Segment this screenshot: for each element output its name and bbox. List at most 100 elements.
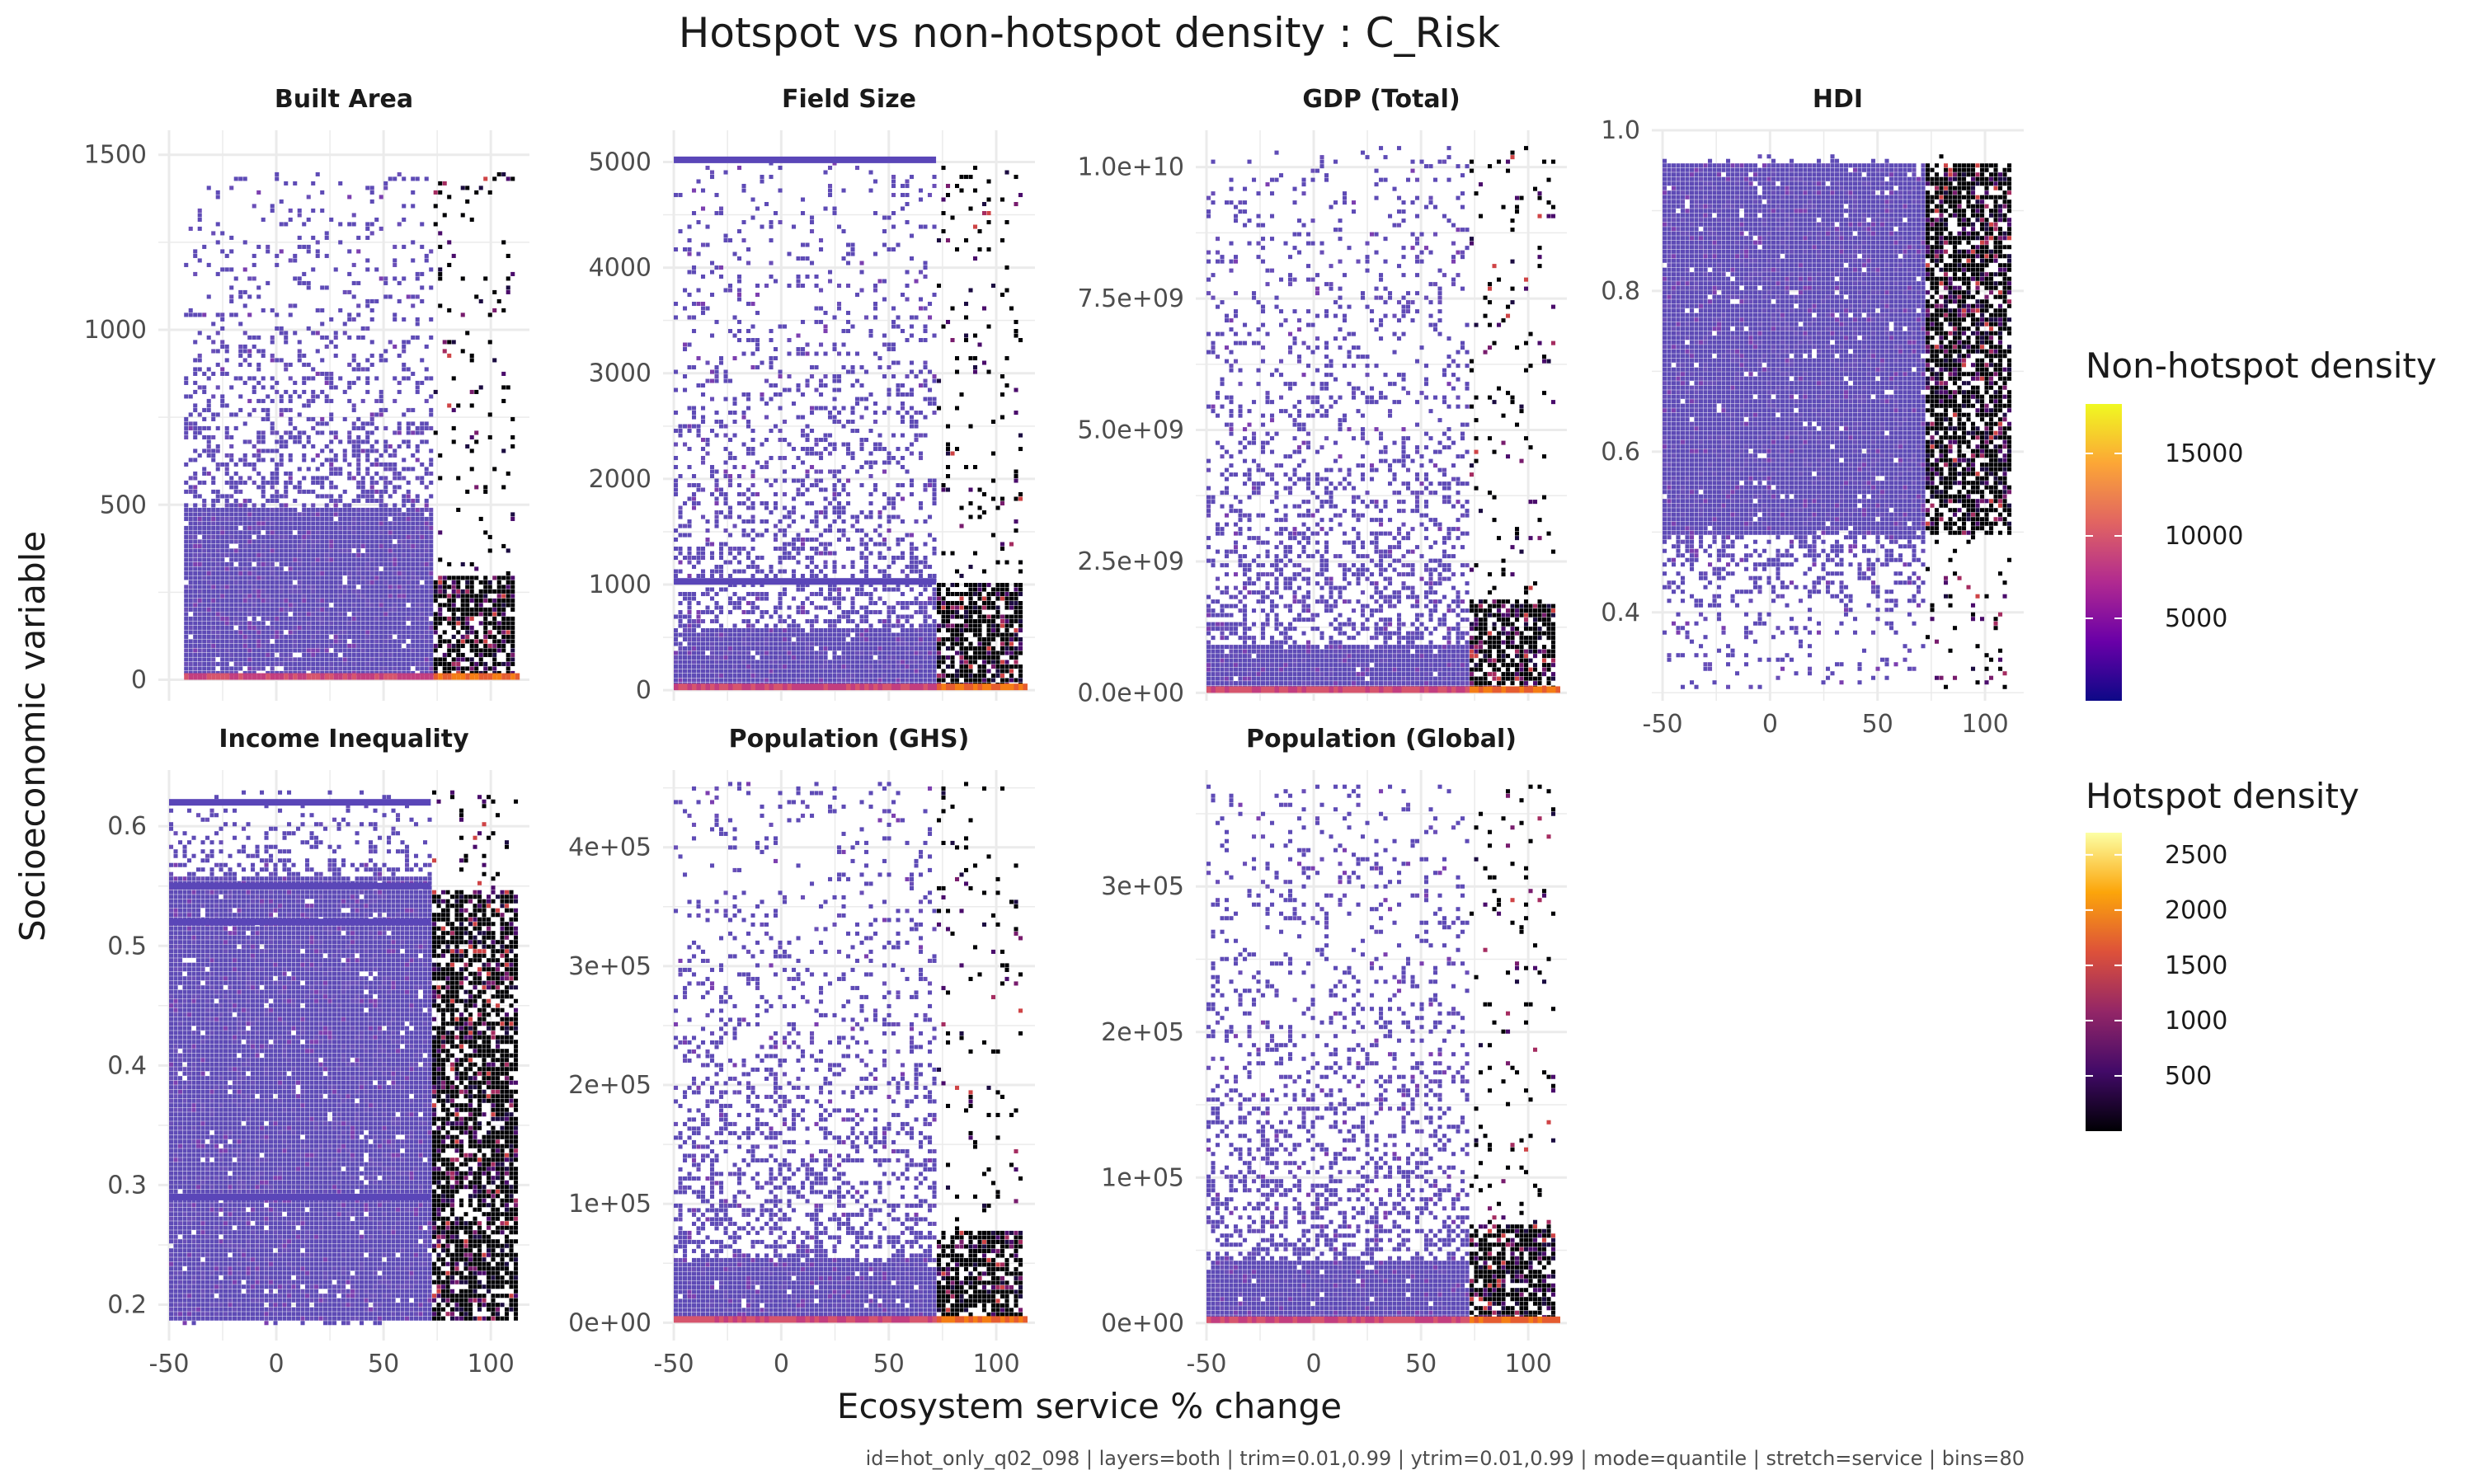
non-hotspot-tile (261, 353, 266, 358)
non-hotspot-tile (402, 616, 407, 621)
non-hotspot-tile (687, 605, 692, 610)
non-hotspot-tile (347, 625, 352, 630)
non-hotspot-tile (374, 571, 379, 575)
non-hotspot-tile (233, 521, 238, 526)
non-hotspot-tile (215, 643, 220, 648)
non-hotspot-tile (302, 280, 307, 285)
non-hotspot-tile (864, 569, 869, 574)
non-hotspot-tile (284, 666, 289, 671)
non-hotspot-tile (256, 335, 261, 340)
non-hotspot-tile (202, 530, 207, 535)
non-hotspot-tile (329, 317, 334, 322)
non-hotspot-tile (696, 383, 701, 388)
non-hotspot-tile (261, 657, 266, 662)
non-hotspot-tile (193, 380, 198, 385)
non-hotspot-tile (270, 648, 275, 653)
non-hotspot-tile (728, 610, 733, 615)
non-hotspot-tile (347, 317, 352, 322)
non-hotspot-tile (284, 407, 289, 412)
non-hotspot-tile (256, 648, 261, 653)
non-hotspot-tile (728, 284, 733, 289)
non-hotspot-tile (329, 652, 334, 657)
non-hotspot-tile (728, 547, 733, 552)
non-hotspot-tile (293, 534, 298, 539)
non-hotspot-tile (705, 641, 710, 646)
hotspot-tile (451, 643, 456, 648)
non-hotspot-tile (302, 639, 307, 644)
non-hotspot-tile (261, 607, 266, 612)
non-hotspot-tile (360, 561, 365, 566)
non-hotspot-tile (411, 453, 416, 458)
non-hotspot-tile (256, 430, 261, 435)
non-hotspot-tile (233, 607, 238, 612)
non-hotspot-tile (279, 462, 284, 467)
non-hotspot-tile (828, 469, 833, 474)
non-hotspot-tile (678, 650, 683, 655)
hotspot-tile (492, 616, 497, 621)
non-hotspot-tile (746, 420, 751, 425)
non-hotspot-tile (224, 561, 229, 566)
non-hotspot-tile (247, 566, 252, 571)
non-hotspot-tile (215, 412, 220, 417)
hotspot-tile (478, 580, 483, 585)
non-hotspot-tile (393, 603, 397, 608)
non-hotspot-tile (819, 533, 824, 538)
non-hotspot-tile (714, 496, 719, 501)
non-hotspot-tile (750, 605, 755, 610)
non-hotspot-tile (674, 465, 679, 470)
non-hotspot-tile (778, 641, 783, 646)
non-hotspot-tile (723, 492, 728, 497)
non-hotspot-tile (247, 603, 252, 608)
non-hotspot-tile (351, 425, 356, 430)
non-hotspot-tile (279, 552, 284, 557)
non-hotspot-tile (855, 587, 860, 592)
non-hotspot-tile (324, 612, 329, 617)
hotspot-tile (465, 621, 470, 626)
non-hotspot-tile (750, 646, 755, 651)
non-hotspot-tile (297, 525, 302, 530)
non-hotspot-tile (819, 247, 824, 252)
non-hotspot-tile (859, 605, 864, 610)
non-hotspot-tile (369, 462, 374, 467)
non-hotspot-tile (374, 448, 379, 453)
non-hotspot-tile (411, 176, 416, 181)
non-hotspot-tile (792, 505, 797, 510)
non-hotspot-tile (723, 674, 728, 679)
non-hotspot-tile (288, 607, 293, 612)
non-hotspot-tile (411, 625, 416, 630)
non-hotspot-tile (233, 312, 238, 317)
non-hotspot-tile (723, 424, 728, 429)
non-hotspot-tile (342, 516, 347, 521)
non-hotspot-tile (369, 661, 374, 666)
non-hotspot-tile (701, 206, 706, 211)
non-hotspot-tile (760, 646, 764, 651)
non-hotspot-tile (683, 442, 688, 447)
non-hotspot-tile (320, 566, 325, 571)
non-hotspot-tile (324, 503, 329, 508)
non-hotspot-tile (714, 374, 719, 379)
non-hotspot-tile (270, 525, 275, 530)
non-hotspot-tile (692, 505, 697, 510)
non-hotspot-tile (242, 561, 247, 566)
non-hotspot-tile (678, 592, 683, 597)
hotspot-tile (451, 666, 456, 671)
non-hotspot-tile (778, 560, 783, 565)
non-hotspot-tile (737, 637, 742, 642)
non-hotspot-tile (846, 665, 851, 669)
non-hotspot-tile (347, 362, 352, 367)
non-hotspot-tile (356, 603, 361, 608)
non-hotspot-tile (193, 434, 198, 439)
hotspot-tile (469, 607, 474, 612)
non-hotspot-tile (719, 587, 724, 592)
hotspot-tile (460, 616, 465, 621)
non-hotspot-tile (288, 430, 293, 435)
hotspot-tile (492, 607, 497, 612)
hotspot-tile (438, 661, 443, 666)
hotspot-tile (483, 489, 488, 494)
non-hotspot-tile (270, 476, 275, 481)
non-hotspot-tile (360, 657, 365, 662)
hotspot-tile (501, 643, 506, 648)
peak-density-tile (429, 673, 434, 680)
non-hotspot-tile (746, 628, 751, 633)
non-hotspot-tile (746, 610, 751, 615)
